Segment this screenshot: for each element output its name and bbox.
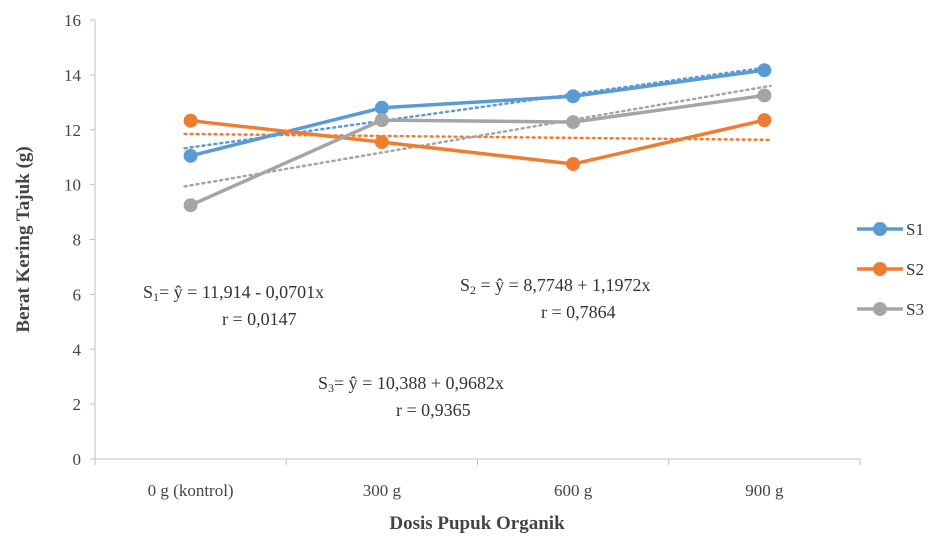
y-tick-label: 12 — [64, 121, 81, 140]
x-ticks: 0 g (kontrol) 300 g 600 g 900 g — [94, 459, 861, 500]
series-line-s2 — [188, 118, 767, 166]
plot-area: 0 2 4 6 8 10 12 14 16 0 g (kontrol) 300 g 600 g 900… — [64, 11, 861, 500]
legend-marker — [873, 302, 887, 316]
data-point-s3 — [566, 115, 581, 130]
legend-label: S1 — [906, 220, 924, 239]
annotation-s3-r: r = 0,9365 — [396, 400, 471, 420]
data-point-s1 — [566, 89, 581, 104]
series-line-s3 — [188, 93, 767, 207]
legend-marker — [873, 262, 887, 276]
data-point-s2 — [374, 135, 389, 150]
legend-marker — [873, 222, 887, 236]
y-tick-label: 8 — [73, 231, 82, 250]
annotation-s2-r: r = 0,7864 — [541, 302, 616, 322]
y-tick-label: 10 — [64, 176, 81, 195]
data-point-s3 — [757, 88, 772, 103]
legend-item-s2: S2 — [857, 260, 924, 279]
series-line-s1 — [188, 68, 767, 158]
trendline-s3 — [183, 84, 772, 188]
legend-label: S2 — [906, 260, 924, 279]
y-tick-label: 16 — [64, 11, 81, 30]
annotation-s3: S3= ŷ = 10,388 + 0,9682x r = 0,9365 — [318, 373, 504, 420]
y-tick-label: 2 — [73, 395, 82, 414]
x-tick-label: 900 g — [745, 481, 784, 500]
legend-item-s1: S1 — [857, 220, 924, 239]
data-point-s2 — [757, 113, 772, 128]
y-axis-title: Berat Kering Tajuk (g) — [13, 146, 34, 332]
data-point-s1 — [183, 148, 198, 163]
annotation-s1-r: r = 0,0147 — [222, 309, 297, 329]
data-point-s2 — [566, 157, 581, 172]
legend-item-s3: S3 — [857, 300, 924, 319]
legend-label: S3 — [906, 300, 924, 319]
y-tick-label: 14 — [64, 66, 82, 85]
x-tick-label: 0 g (kontrol) — [148, 481, 234, 500]
annotation-s3-equation: S3= ŷ = 10,388 + 0,9682x — [318, 373, 504, 395]
data-point-s1 — [374, 100, 389, 115]
y-tick-label: 4 — [73, 340, 82, 359]
data-point-s1 — [757, 63, 772, 78]
data-point-s3 — [374, 113, 389, 128]
annotation-s1-equation: S1= ŷ = 11,914 - 0,0701x — [143, 282, 324, 304]
x-tick-label: 300 g — [363, 481, 402, 500]
series-lines — [183, 63, 772, 213]
data-point-s3 — [183, 198, 198, 213]
y-tick-label: 0 — [73, 450, 82, 469]
x-tick-label: 600 g — [554, 481, 593, 500]
y-tick-label: 6 — [73, 285, 82, 304]
annotation-s1: S1= ŷ = 11,914 - 0,0701x r = 0,0147 — [143, 282, 324, 329]
legend: S1 S2 S3 — [857, 220, 924, 319]
annotation-s2: S2 = ŷ = 8,7748 + 1,1972x r = 0,7864 — [460, 275, 650, 322]
annotation-s2-equation: S2 = ŷ = 8,7748 + 1,1972x — [460, 275, 650, 297]
x-axis-title: Dosis Pupuk Organik — [389, 513, 565, 534]
y-ticks: 0 2 4 6 8 10 12 14 16 — [64, 11, 95, 469]
trendline-s2 — [183, 132, 772, 142]
trendlines — [183, 65, 772, 188]
data-point-s2 — [183, 113, 198, 128]
